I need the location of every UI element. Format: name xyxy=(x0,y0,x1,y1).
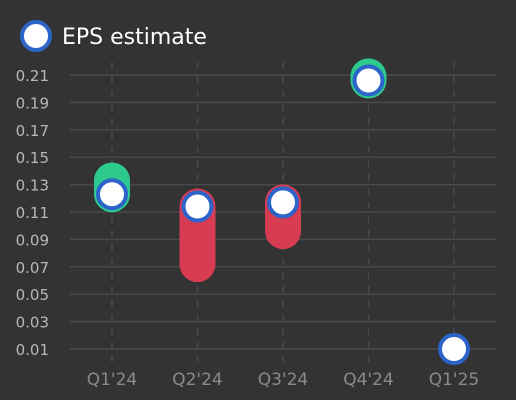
x-category-label: Q4'24 xyxy=(343,370,394,390)
legend[interactable]: EPS estimate xyxy=(20,20,207,52)
eps-estimate-point[interactable] xyxy=(267,186,299,219)
y-tick-label: 0.03 xyxy=(16,314,49,332)
y-tick-label: 0.19 xyxy=(16,94,49,112)
y-tick-label: 0.13 xyxy=(16,177,49,195)
y-tick-label: 0.09 xyxy=(16,231,49,249)
x-category-label: Q3'24 xyxy=(258,370,309,390)
x-category-label: Q2'24 xyxy=(172,370,223,390)
x-category-label: Q1'24 xyxy=(87,370,138,390)
y-tick-label: 0.07 xyxy=(16,259,49,277)
y-axis-ticks: 0.01 0.03 0.05 0.07 0.09 0.11 0.13 0.15 0.17 0.19… xyxy=(16,67,49,359)
legend-marker-icon xyxy=(20,20,52,52)
y-tick-label: 0.17 xyxy=(16,122,49,140)
data-marks xyxy=(94,58,470,365)
y-tick-label: 0.21 xyxy=(16,67,49,85)
legend-label: EPS estimate xyxy=(62,25,207,50)
eps-estimate-point[interactable] xyxy=(96,178,128,211)
y-tick-label: 0.01 xyxy=(16,341,49,359)
x-category-label: Q1'25 xyxy=(429,370,480,390)
y-tick-label: 0.05 xyxy=(16,286,49,304)
eps-estimate-point[interactable] xyxy=(352,64,385,97)
x-axis-ticks: Q1'24 Q2'24 Q3'24 Q4'24 Q1'25 xyxy=(87,370,480,390)
eps-estimate-point[interactable] xyxy=(438,333,470,365)
eps-estimate-point[interactable] xyxy=(181,190,214,223)
y-tick-label: 0.15 xyxy=(16,149,49,167)
y-tick-label: 0.11 xyxy=(16,204,49,222)
